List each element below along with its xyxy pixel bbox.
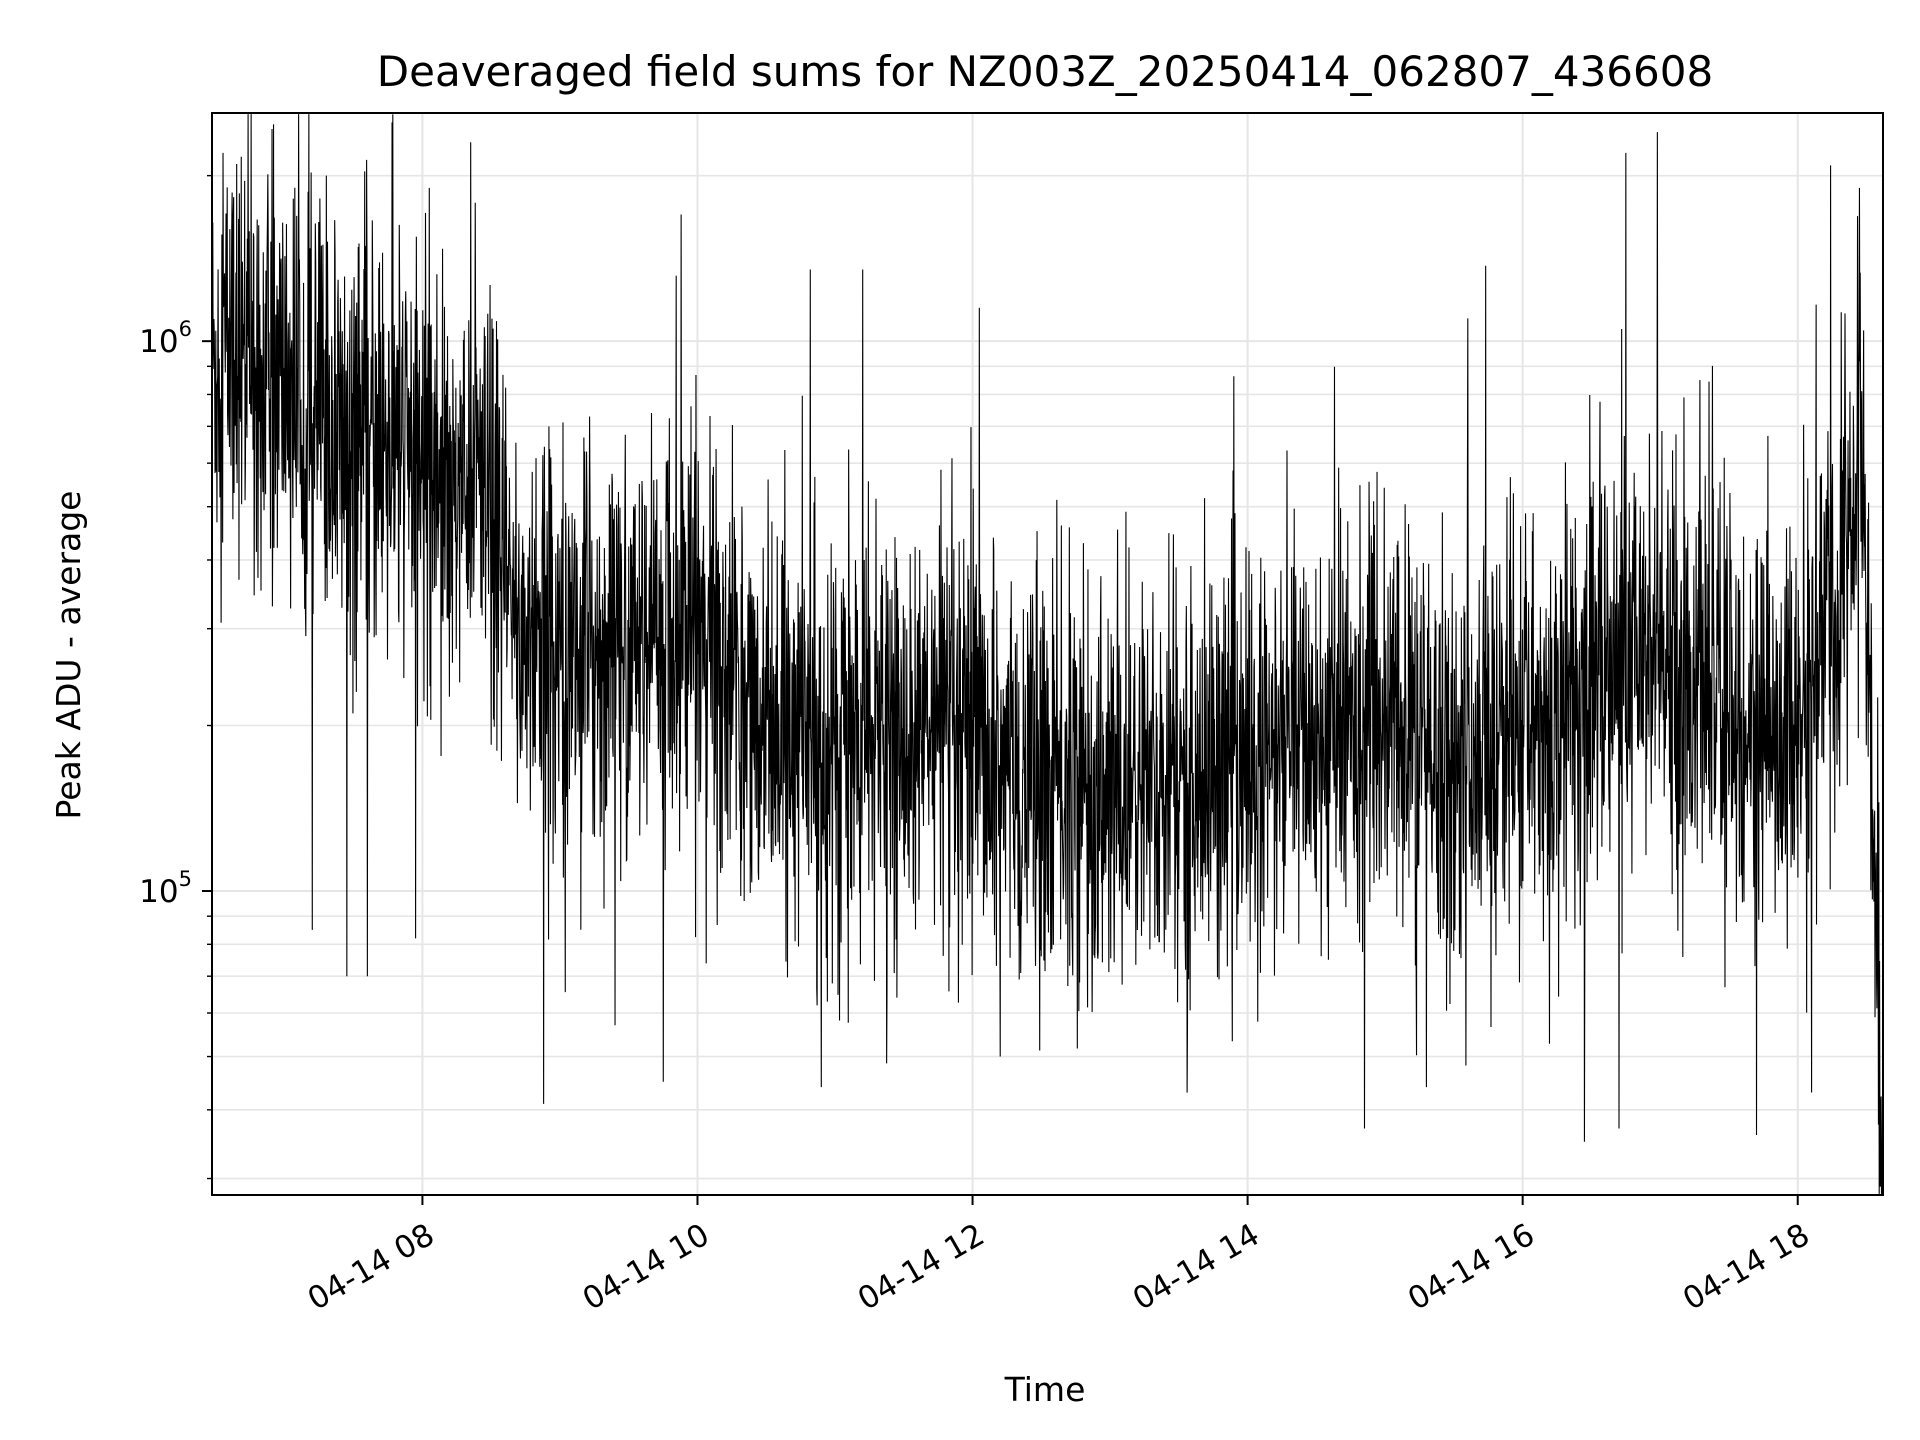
x-axis-label: Time (1004, 1370, 1086, 1409)
chart-title: Deaveraged field sums for NZ003Z_2025041… (377, 47, 1713, 96)
y-tick-label: 106 (139, 317, 192, 360)
y-tick-label: 105 (139, 867, 192, 910)
plot-frame (211, 112, 1884, 1196)
series-line (211, 114, 1884, 1194)
data-area (211, 114, 1884, 1194)
y-axis-label: Peak ADU - average (49, 491, 88, 820)
